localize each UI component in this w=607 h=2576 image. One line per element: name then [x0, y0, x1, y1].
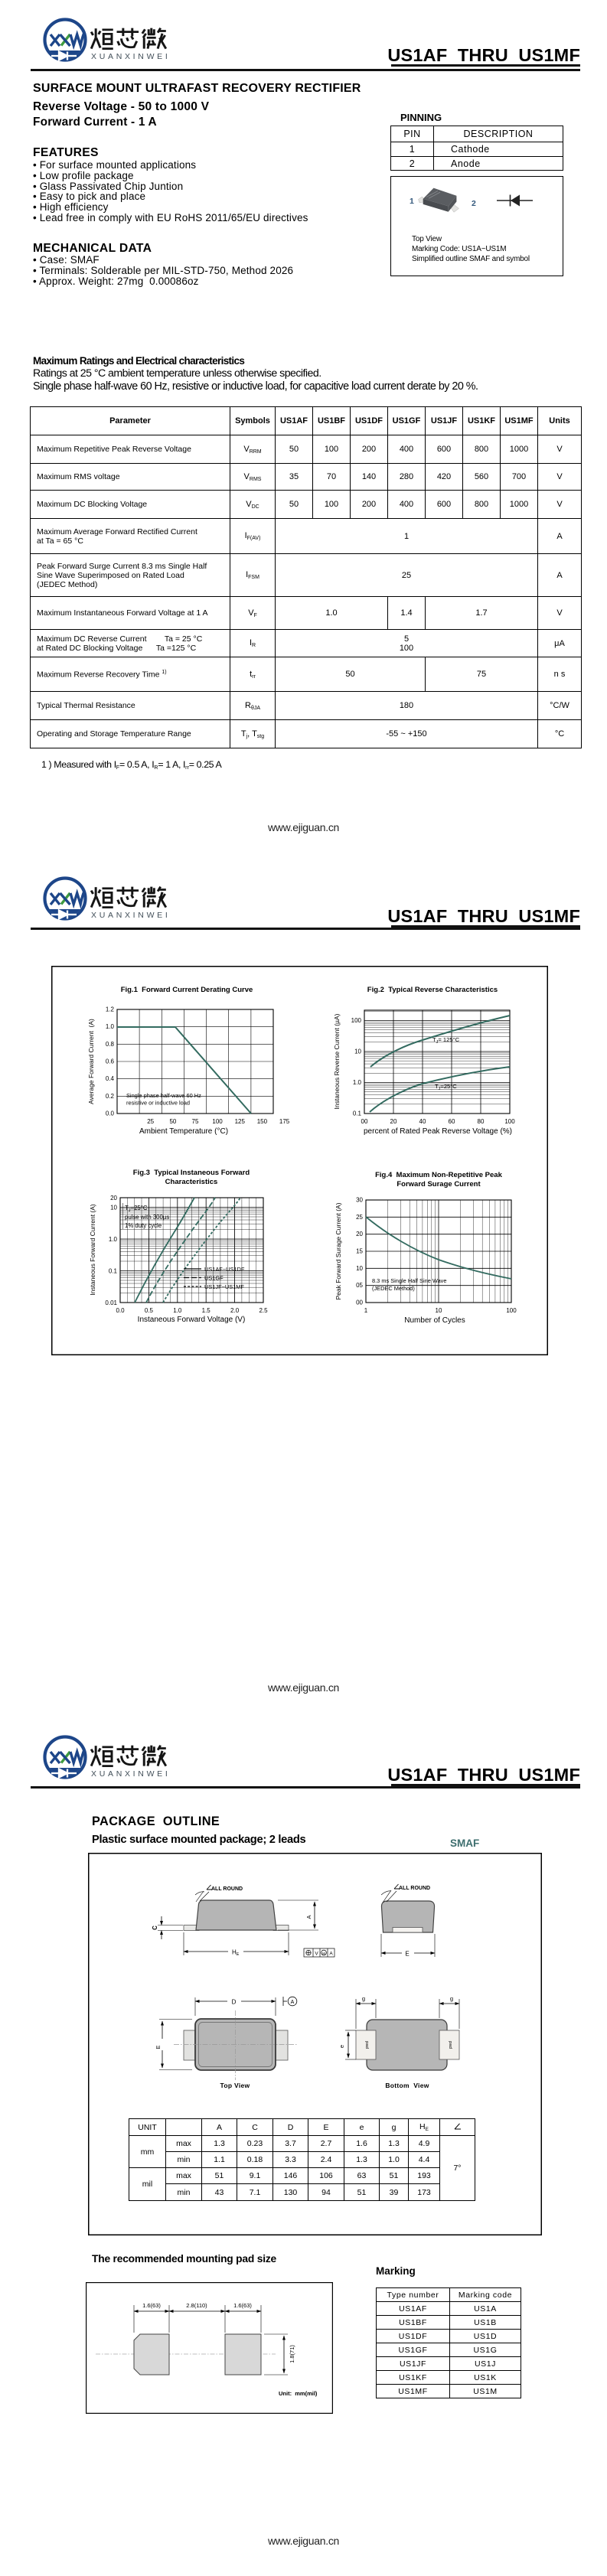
- svg-text:1: 1: [364, 1307, 368, 1314]
- svg-text:2.8(110): 2.8(110): [186, 2302, 207, 2309]
- svg-text:(JEDEC Method): (JEDEC Method): [372, 1285, 415, 1292]
- svg-text:175: 175: [279, 1118, 290, 1125]
- svg-text:40: 40: [419, 1118, 426, 1125]
- svg-text:10: 10: [354, 1048, 361, 1055]
- svg-text:20: 20: [110, 1195, 117, 1202]
- svg-text:1.2: 1.2: [106, 1006, 115, 1013]
- svg-text:30: 30: [356, 1197, 363, 1204]
- svg-text:80: 80: [478, 1118, 485, 1125]
- svg-text:resistive or inductive load: resistive or inductive load: [126, 1100, 190, 1107]
- svg-text:Forward Surage Current: Forward Surage Current: [397, 1180, 481, 1189]
- svg-text:g: g: [362, 1995, 365, 2002]
- svg-text:D: D: [232, 1999, 237, 2006]
- svg-text:00: 00: [356, 1299, 363, 1306]
- svg-text:Bottom View: Bottom View: [385, 2082, 429, 2089]
- svg-text:Average Forward Current (A): Average Forward Current (A): [87, 1019, 95, 1104]
- svg-text:pad: pad: [364, 2041, 369, 2049]
- svg-text:0.1: 0.1: [109, 1268, 118, 1275]
- svg-text:100: 100: [351, 1017, 362, 1024]
- svg-text:Ambient Temperature (°C): Ambient Temperature (°C): [139, 1127, 228, 1136]
- svg-text:Characteristics: Characteristics: [165, 1178, 218, 1186]
- svg-text:Fig.1 Forward Current Deratin: Fig.1 Forward Current Derating Curve: [121, 986, 253, 994]
- svg-text:8.3 ms Single Half Sine Wave: 8.3 ms Single Half Sine Wave: [372, 1277, 447, 1284]
- svg-text:10: 10: [436, 1307, 442, 1314]
- svg-text:E: E: [405, 1951, 409, 1958]
- svg-text:percent of Rated Peak Reverse: percent of Rated Peak Reverse Voltage (%…: [364, 1127, 512, 1136]
- svg-text:Fig.4 Maximum Non-Repetitive: Fig.4 Maximum Non-Repetitive Peak: [375, 1171, 502, 1179]
- svg-text:1.8(71): 1.8(71): [289, 2345, 295, 2363]
- svg-text:0.0: 0.0: [116, 1307, 125, 1314]
- svg-text:100: 100: [212, 1118, 223, 1125]
- svg-text:60: 60: [449, 1118, 455, 1125]
- svg-text:US1JF~US1MF: US1JF~US1MF: [204, 1283, 244, 1290]
- svg-text:Top View: Top View: [220, 2082, 250, 2089]
- svg-text:20: 20: [390, 1118, 397, 1125]
- svg-text:10: 10: [110, 1205, 117, 1211]
- svg-text:0.4: 0.4: [106, 1075, 115, 1082]
- svg-text:Instaneous Reverse Current (µA: Instaneous Reverse Current (µA): [333, 1013, 341, 1109]
- svg-text:Fig.3 Typical Instaneous Forw: Fig.3 Typical Instaneous Forward: [133, 1169, 250, 1177]
- svg-text:2.0: 2.0: [230, 1307, 240, 1314]
- svg-text:00: 00: [361, 1118, 368, 1125]
- svg-text:0.1: 0.1: [353, 1110, 362, 1117]
- svg-text:1.6(63): 1.6(63): [233, 2302, 252, 2309]
- svg-text:1.5: 1.5: [202, 1307, 211, 1314]
- svg-text:100: 100: [506, 1307, 517, 1314]
- svg-text:E: E: [155, 2045, 162, 2049]
- svg-text:0.2: 0.2: [106, 1093, 115, 1100]
- svg-text:pad: pad: [448, 2041, 452, 2049]
- svg-text:Instaneous Forward Voltage (V): Instaneous Forward Voltage (V): [138, 1316, 246, 1324]
- svg-text:Unit: mm(mil): Unit: mm(mil): [279, 2390, 318, 2397]
- svg-text:10: 10: [356, 1265, 363, 1272]
- svg-text:TJ= 125°C: TJ= 125°C: [432, 1036, 460, 1045]
- svg-text:HE: HE: [232, 1949, 240, 1958]
- svg-text:TJ=25°C: TJ=25°C: [435, 1083, 457, 1091]
- svg-text:50: 50: [169, 1118, 176, 1125]
- svg-text:1.0: 1.0: [353, 1079, 362, 1086]
- svg-text:Number of Cycles: Number of Cycles: [404, 1316, 465, 1325]
- svg-text:ALL ROUND: ALL ROUND: [211, 1886, 243, 1892]
- svg-text:C: C: [152, 1925, 158, 1930]
- svg-text:1.0: 1.0: [173, 1307, 182, 1314]
- svg-text:1.0: 1.0: [106, 1023, 115, 1030]
- svg-text:25: 25: [356, 1214, 363, 1221]
- svg-text:A: A: [305, 1915, 312, 1919]
- svg-text:g: g: [450, 1995, 453, 2002]
- svg-text:1% duty cycle: 1% duty cycle: [125, 1222, 162, 1229]
- svg-text:150: 150: [257, 1118, 268, 1125]
- svg-text:1.0: 1.0: [109, 1236, 118, 1243]
- svg-text:0.6: 0.6: [106, 1058, 115, 1065]
- svg-text:0.5: 0.5: [145, 1307, 154, 1314]
- svg-text:0.01: 0.01: [105, 1299, 117, 1306]
- svg-text:pulse with 300µs: pulse with 300µs: [125, 1214, 169, 1221]
- svg-text:ALL ROUND: ALL ROUND: [399, 1886, 430, 1891]
- svg-text:Peak Forward Surage Current (A: Peak Forward Surage Current (A): [335, 1202, 342, 1299]
- svg-text:V: V: [315, 1952, 318, 1957]
- svg-text:A: A: [291, 2000, 295, 2005]
- svg-text:US1AF~US1DF: US1AF~US1DF: [204, 1266, 245, 1273]
- svg-text:Instaneous Forward Current (A): Instaneous Forward Current (A): [89, 1204, 96, 1296]
- svg-text:100: 100: [504, 1118, 515, 1125]
- svg-text:A: A: [329, 1952, 333, 1957]
- svg-text:2.5: 2.5: [259, 1307, 268, 1314]
- svg-text:Single phase half-wave 60 Hz: Single phase half-wave 60 Hz: [126, 1092, 201, 1099]
- svg-text:2: 2: [472, 199, 476, 208]
- svg-text:1.6(63): 1.6(63): [142, 2302, 161, 2309]
- svg-text:US1GF: US1GF: [204, 1275, 224, 1282]
- svg-text:15: 15: [356, 1248, 363, 1255]
- svg-text:25: 25: [147, 1118, 154, 1125]
- svg-text:Fig.2 Typical Reverse Charact: Fig.2 Typical Reverse Characteristics: [367, 986, 498, 994]
- svg-text:TJ=25°C: TJ=25°C: [125, 1205, 148, 1213]
- svg-text:125: 125: [235, 1118, 246, 1125]
- svg-text:0.0: 0.0: [106, 1110, 115, 1117]
- svg-text:0.8: 0.8: [106, 1041, 115, 1048]
- svg-text:20: 20: [356, 1231, 363, 1237]
- svg-text:e: e: [338, 2045, 345, 2048]
- svg-text:05: 05: [356, 1282, 363, 1289]
- svg-text:M: M: [322, 1952, 325, 1956]
- svg-text:75: 75: [192, 1118, 199, 1125]
- svg-text:1: 1: [410, 197, 414, 206]
